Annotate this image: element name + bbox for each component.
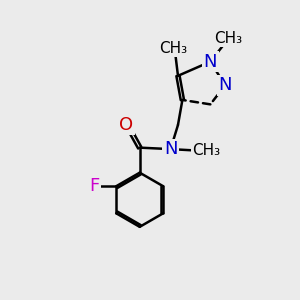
Text: N: N xyxy=(218,76,232,94)
Text: CH₃: CH₃ xyxy=(160,41,188,56)
Text: F: F xyxy=(89,177,99,195)
Text: N: N xyxy=(164,140,177,158)
Text: N: N xyxy=(204,53,217,71)
Text: CH₃: CH₃ xyxy=(214,31,242,46)
Text: O: O xyxy=(119,116,134,134)
Text: CH₃: CH₃ xyxy=(192,143,220,158)
